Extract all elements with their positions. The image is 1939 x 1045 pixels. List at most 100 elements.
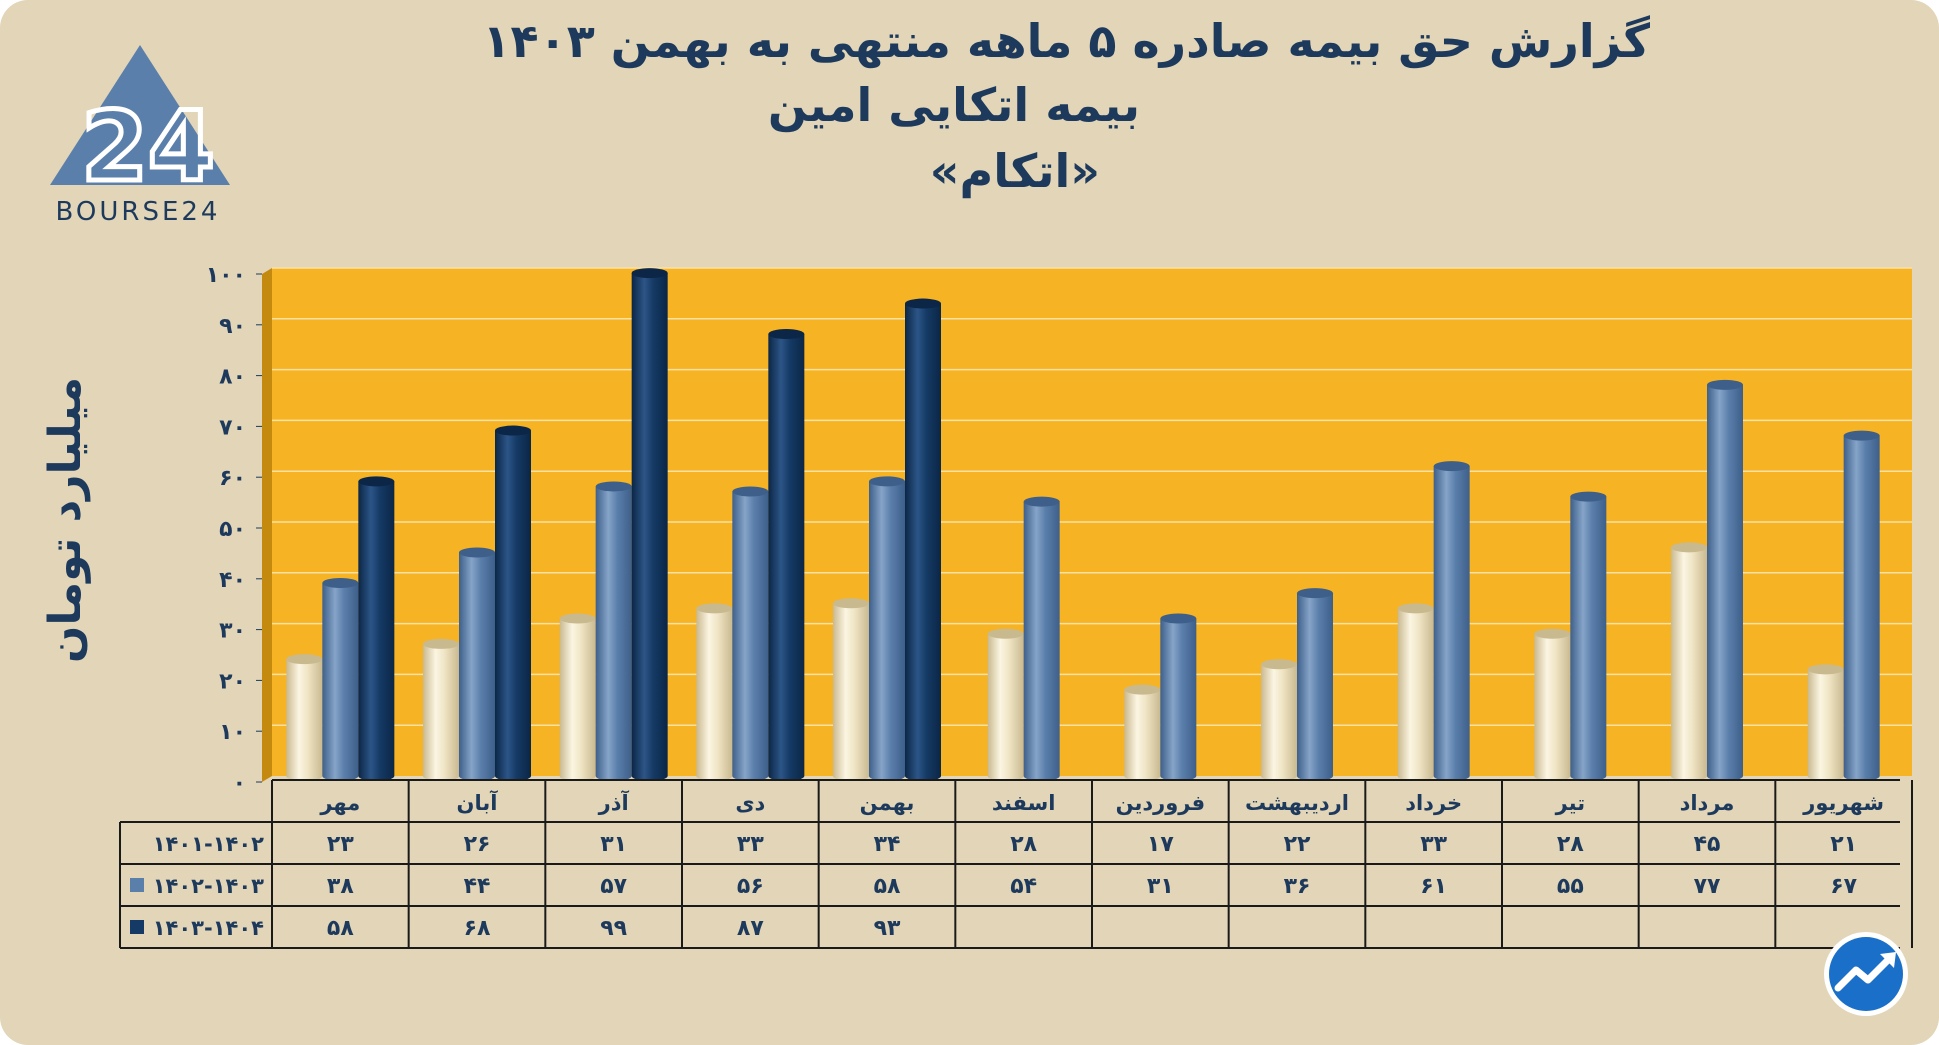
bar-cap	[1534, 628, 1571, 639]
bar	[286, 654, 323, 781]
bar	[1160, 613, 1197, 781]
bar-cap	[1707, 379, 1743, 390]
x-tick-label: تیر	[1555, 791, 1586, 815]
trend-badge-icon	[1824, 932, 1908, 1016]
data-label: ۵۷	[600, 874, 627, 899]
bar	[696, 603, 733, 781]
bar-body	[631, 273, 668, 781]
bar-cap	[1124, 684, 1161, 695]
bar	[833, 598, 869, 781]
bar-body	[768, 334, 805, 781]
data-label: ۲۸	[1557, 832, 1584, 857]
data-label: ۳۳	[1420, 832, 1447, 857]
bar-body	[905, 303, 941, 781]
bar-body	[1534, 633, 1571, 781]
data-label: ۸۷	[737, 916, 764, 941]
bar-body	[1397, 608, 1434, 781]
bar-cap	[696, 603, 733, 614]
bar	[987, 628, 1024, 781]
chart-subtitle-ticker: «اتکام»	[929, 144, 1100, 198]
bar-cap	[1023, 496, 1060, 507]
x-tick-label: آبان	[457, 790, 499, 815]
bar-body	[1707, 384, 1743, 781]
data-label: ۳۳	[737, 832, 764, 857]
legend-label: ۱۴۰۱-۱۴۰۲	[153, 832, 264, 856]
x-tick-label: اردیبهشت	[1245, 791, 1349, 815]
data-label: ۶۸	[464, 916, 491, 941]
bar-cap	[631, 268, 668, 279]
bar-cap	[1433, 461, 1470, 472]
bar	[559, 613, 596, 781]
y-tick-label: ۰	[233, 771, 246, 796]
bar-body	[1261, 664, 1297, 781]
bar	[1124, 684, 1161, 781]
bar-cap	[322, 577, 359, 588]
data-label: ۳۱	[600, 832, 627, 857]
bar-body	[423, 643, 459, 781]
bar	[732, 486, 769, 781]
data-label: ۵۸	[327, 916, 354, 941]
bar-body	[1124, 689, 1161, 781]
bar-body	[322, 582, 359, 781]
bar-cap	[423, 638, 459, 649]
bar-body	[1023, 501, 1060, 781]
y-tick-label: ۲۰	[219, 669, 246, 694]
y-tick-label: ۱۰۰	[206, 263, 246, 288]
bar-cap	[905, 298, 941, 309]
bar-cap	[495, 425, 531, 436]
bar-body	[987, 633, 1024, 781]
bar	[1707, 379, 1743, 781]
data-label: ۲۳	[327, 832, 354, 857]
data-label: ۲۱	[1830, 832, 1857, 857]
bar	[768, 329, 805, 781]
data-label: ۵۴	[1010, 874, 1037, 899]
chart-title: گزارش حق بیمه صادره ۵ ماهه منتهی به بهمن…	[482, 14, 1650, 68]
data-label: ۶۷	[1830, 874, 1857, 899]
legend-swatch	[130, 878, 144, 892]
x-tick-label: خرداد	[1405, 791, 1462, 815]
bar-body	[696, 608, 733, 781]
data-label: ۳۱	[1147, 874, 1174, 899]
bar	[1671, 542, 1707, 781]
bar-body	[1671, 547, 1707, 781]
bar-cap	[1843, 430, 1880, 441]
bar	[495, 425, 531, 781]
bar	[905, 298, 941, 781]
bar	[1807, 664, 1844, 781]
data-label: ۳۸	[327, 874, 354, 899]
bar	[595, 481, 632, 781]
logo-triangle	[50, 45, 230, 185]
bar-cap	[732, 486, 769, 497]
bar-body	[559, 618, 596, 781]
bar	[1570, 491, 1607, 781]
plot-wall-side	[262, 268, 272, 782]
data-label: ۳۴	[874, 832, 901, 857]
bar-cap	[869, 476, 905, 487]
bar	[459, 547, 495, 781]
data-label: ۴۵	[1694, 832, 1721, 857]
bar	[423, 638, 459, 781]
bar-body	[595, 486, 632, 781]
data-label: ۲۸	[1010, 832, 1037, 857]
data-label: ۷۷	[1694, 874, 1721, 899]
bar-cap	[1671, 542, 1707, 553]
bar	[1297, 588, 1333, 781]
data-label: ۵۵	[1557, 874, 1584, 899]
bar-cap	[595, 481, 632, 492]
x-tick-label: دی	[735, 791, 765, 815]
bar-cap	[1261, 659, 1297, 670]
bar	[1843, 430, 1880, 781]
y-tick-label: ۵۰	[219, 517, 246, 542]
bar	[322, 577, 359, 781]
y-tick-label: ۷۰	[219, 415, 246, 440]
logo-mark: 24	[81, 91, 215, 203]
bar-cap	[559, 613, 596, 624]
data-label: ۲۲	[1284, 832, 1311, 857]
y-tick-label: ۶۰	[219, 466, 246, 491]
y-tick-label: ۴۰	[219, 568, 246, 593]
bar-cap	[1397, 603, 1434, 614]
y-tick-label: ۳۰	[219, 619, 246, 644]
data-label: ۳۶	[1284, 874, 1311, 899]
bar-body	[358, 481, 395, 781]
